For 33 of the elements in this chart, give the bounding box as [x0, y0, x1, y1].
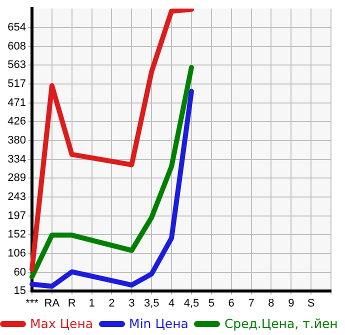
y-tick-label: 426: [8, 116, 26, 128]
x-tick-label: 3: [128, 297, 135, 310]
y-tick-label: 15: [14, 284, 26, 297]
x-tick-label: 6: [228, 297, 234, 310]
y-tick-label: 106: [8, 247, 26, 260]
y-tick-label: 380: [8, 134, 26, 146]
x-tick-label: ***: [26, 297, 40, 310]
y-tick-label: 471: [8, 96, 26, 109]
x-tick-label: 3,5: [144, 297, 160, 310]
x-tick-label: 2: [108, 297, 115, 310]
legend-label: Min Цена: [129, 316, 188, 331]
x-tick-label: RA: [44, 297, 60, 310]
y-tick-label: 654: [8, 22, 26, 34]
x-tick-label: 9: [288, 297, 294, 310]
x-tick-label: 7: [248, 297, 254, 310]
y-tick-label: 197: [8, 210, 26, 222]
x-tick-label: 1: [88, 297, 95, 310]
x-tick-label: 4,5: [184, 297, 200, 310]
x-tick-label: 5: [208, 297, 214, 310]
legend-label: Max Цена: [30, 316, 94, 331]
x-tick-label: 4: [168, 297, 175, 310]
y-tick-label: 243: [8, 190, 26, 203]
x-tick-label: 8: [268, 297, 274, 310]
y-tick-label: 608: [8, 40, 26, 53]
x-tick-label: R: [68, 297, 76, 310]
x-tick-label: S: [307, 297, 315, 310]
y-tick-label: 517: [8, 78, 26, 90]
y-tick-label: 334: [8, 153, 26, 166]
y-tick-label: 152: [8, 228, 26, 240]
y-tick-label: 289: [8, 172, 26, 184]
legend-label: Сред.Цена, т.йен: [224, 316, 338, 331]
y-tick-label: 60: [14, 266, 26, 278]
y-tick-label: 563: [8, 59, 26, 72]
